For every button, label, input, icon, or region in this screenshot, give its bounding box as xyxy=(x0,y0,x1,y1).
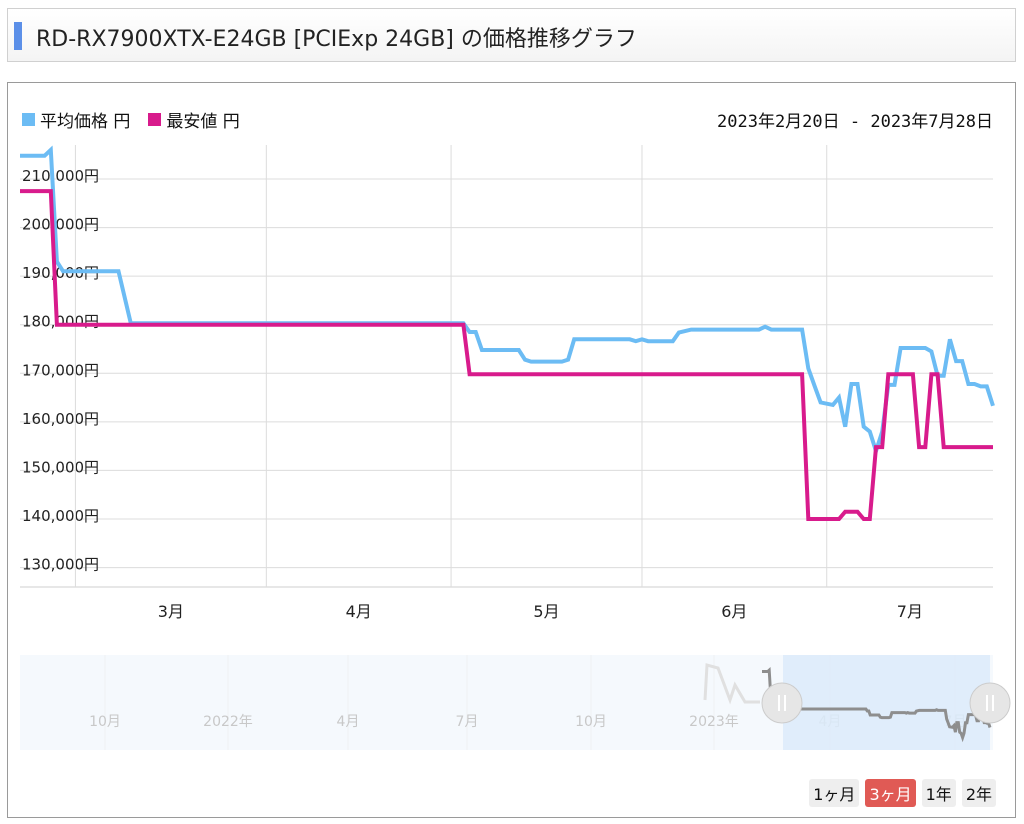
y-tick-label: 190,000円 xyxy=(22,264,99,282)
x-tick-label: 7月 xyxy=(897,602,923,621)
date-range: 2023年2月20日 - 2023年7月28日 xyxy=(717,112,993,132)
range-button-1y[interactable]: 1年 xyxy=(921,779,956,807)
y-tick-label: 210,000円 xyxy=(22,167,99,185)
title-bar: RD-RX7900XTX-E24GB [PCIExp 24GB] の価格推移グラ… xyxy=(7,8,1016,62)
navigator-handle-left[interactable] xyxy=(761,682,803,724)
x-tick-label: 6月 xyxy=(721,602,747,621)
page-title: RD-RX7900XTX-E24GB [PCIExp 24GB] の価格推移グラ… xyxy=(36,27,637,52)
x-tick-label: 3月 xyxy=(158,602,184,621)
range-button-2y[interactable]: 2年 xyxy=(961,779,996,807)
navigator-selection xyxy=(783,655,990,750)
y-tick-label: 200,000円 xyxy=(22,216,99,234)
plot-area xyxy=(20,145,993,587)
navigator-label: 2023年 xyxy=(689,714,739,730)
y-tick-label: 180,000円 xyxy=(22,313,99,331)
series-line-lowest xyxy=(20,189,993,521)
navigator-label: 2022年 xyxy=(203,714,253,730)
x-tick-label: 5月 xyxy=(533,602,559,621)
y-tick-label: 150,000円 xyxy=(22,458,99,476)
legend-item-average[interactable]: 平均価格 円 xyxy=(22,107,130,132)
legend-label-lowest: 最安値 円 xyxy=(166,112,240,132)
navigator-label: 10月 xyxy=(575,714,607,730)
legend: 平均価格 円 最安値 円 xyxy=(22,107,258,132)
title-accent-mark xyxy=(14,22,22,50)
range-selector: 1ヶ月 3ヶ月 1年 2年 xyxy=(809,779,996,807)
navigator-label: 10月 xyxy=(89,714,121,730)
navigator-label: 4月 xyxy=(337,714,360,730)
legend-label-average: 平均価格 円 xyxy=(40,112,131,132)
navigator-label: 7月 xyxy=(456,714,479,730)
y-tick-label: 130,000円 xyxy=(22,556,99,574)
legend-swatch-average xyxy=(22,113,35,126)
y-tick-label: 140,000円 xyxy=(22,507,99,525)
navigator-line-past xyxy=(703,663,760,705)
y-tick-label: 160,000円 xyxy=(22,410,99,428)
range-button-3m[interactable]: 3ヶ月 xyxy=(865,779,916,807)
x-tick-label: 4月 xyxy=(346,602,372,621)
y-tick-label: 170,000円 xyxy=(22,361,99,379)
navigator-handle-right[interactable] xyxy=(969,682,1011,724)
legend-swatch-lowest xyxy=(148,113,162,126)
legend-item-lowest[interactable]: 最安値 円 xyxy=(148,107,240,132)
range-button-1m[interactable]: 1ヶ月 xyxy=(809,779,860,807)
